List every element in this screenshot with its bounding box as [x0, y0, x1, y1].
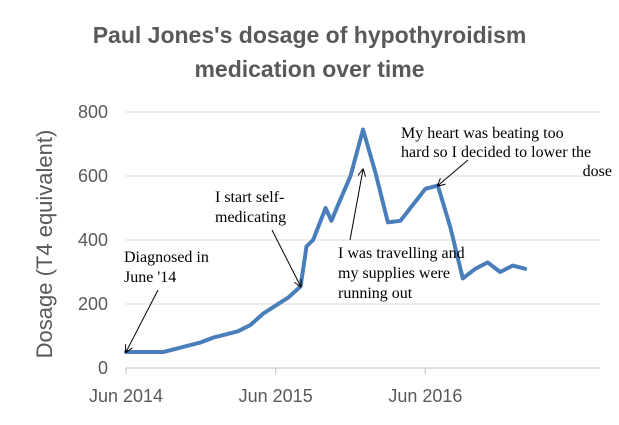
x-tick-label: Jun 2015: [239, 386, 313, 406]
annotation-text: my supplies were: [338, 265, 450, 282]
annotation-arrow: [271, 229, 301, 286]
y-tick-label: 200: [78, 294, 108, 314]
y-tick-label: 0: [98, 358, 108, 378]
chart-title-line-1: Paul Jones's dosage of hypothyroidism: [92, 22, 527, 48]
x-tick-label: Jun 2014: [89, 386, 163, 406]
annotation-text: running out: [338, 285, 413, 302]
annotation-arrow: [126, 289, 159, 352]
annotation-text: I was travelling and: [338, 245, 465, 262]
annotation-text: I start self-: [215, 189, 284, 206]
annotation-text: medicating: [215, 209, 286, 226]
annotation-text: June '14: [124, 269, 176, 286]
y-axis-label: Dosage (T4 equivalent): [32, 130, 57, 359]
y-tick-label: 600: [78, 166, 108, 186]
x-tick-label: Jun 2016: [388, 386, 462, 406]
annotation-arrow: [349, 170, 363, 241]
y-tick-label: 800: [78, 102, 108, 122]
annotation-text: dose: [583, 163, 612, 180]
annotation-text: My heart was beating too: [401, 125, 564, 142]
series-line: [124, 127, 528, 354]
annotation-text: Diagnosed in: [124, 249, 209, 266]
annotation-arrow: [438, 159, 469, 186]
annotation-text: hard so I decided to lower the: [401, 144, 591, 161]
chart-title-line-2: medication over time: [194, 56, 425, 82]
y-tick-label: 400: [78, 230, 108, 250]
